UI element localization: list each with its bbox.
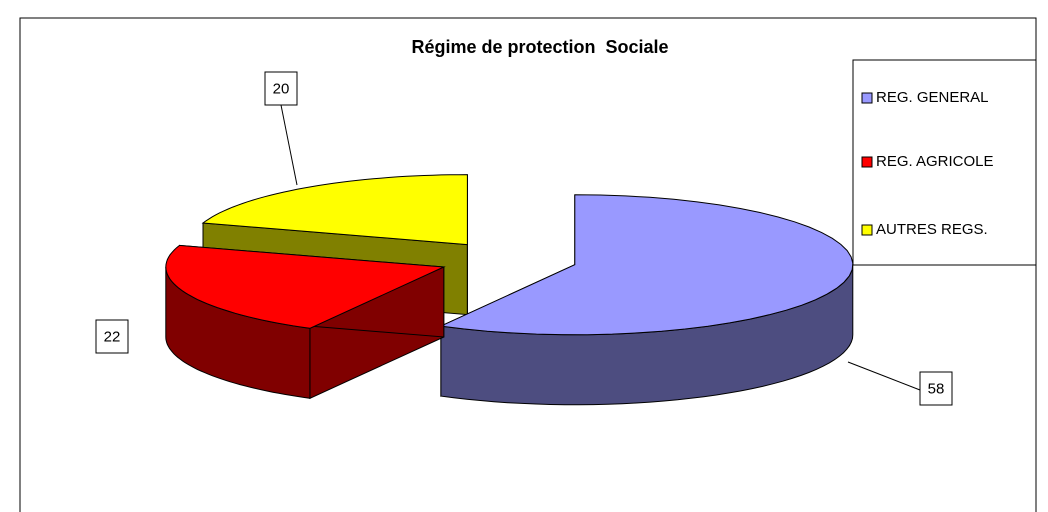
chart-title: Régime de protection Sociale bbox=[411, 37, 668, 57]
data-label: 20 bbox=[273, 80, 290, 97]
legend-label: AUTRES REGS. bbox=[876, 221, 988, 238]
slice bbox=[201, 174, 468, 246]
legend-label: REG. GENERAL bbox=[876, 89, 989, 106]
legend: REG. GENERAL REG. AGRICOLE AUTRES REGS. bbox=[861, 89, 994, 238]
data-label: 22 bbox=[104, 328, 121, 345]
leader-line bbox=[280, 104, 298, 186]
slice bbox=[439, 194, 854, 336]
slice bbox=[165, 244, 446, 329]
data-label-box bbox=[95, 319, 129, 354]
data-label-box bbox=[919, 371, 953, 406]
data-labels: 58 22 20 bbox=[95, 71, 953, 406]
legend-swatch bbox=[861, 156, 873, 168]
legend-swatch bbox=[861, 224, 873, 236]
data-label-box bbox=[264, 71, 298, 106]
legend-box bbox=[852, 59, 1037, 266]
legend-label: REG. AGRICOLE bbox=[876, 153, 994, 170]
leader-line bbox=[847, 361, 921, 391]
data-label: 58 bbox=[928, 380, 945, 397]
pie bbox=[165, 174, 854, 406]
legend-swatch bbox=[861, 92, 873, 104]
